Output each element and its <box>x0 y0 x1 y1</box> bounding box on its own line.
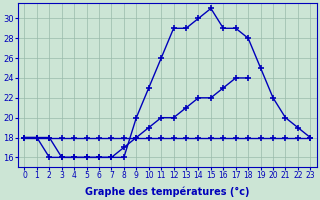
X-axis label: Graphe des températures (°c): Graphe des températures (°c) <box>85 186 250 197</box>
